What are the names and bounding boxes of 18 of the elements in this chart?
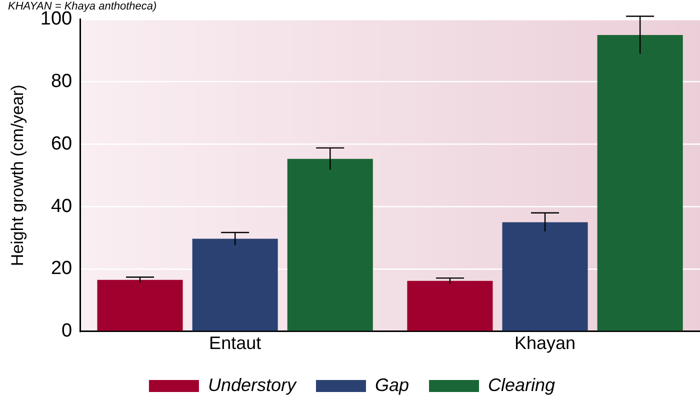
x-tick-label: Entaut xyxy=(209,333,262,354)
bar xyxy=(97,280,183,331)
y-tick-label: 60 xyxy=(50,133,72,154)
bar xyxy=(192,238,278,331)
legend-label: Understory xyxy=(208,375,297,395)
bar xyxy=(597,35,683,331)
y-axis-title: Height growth (cm/year) xyxy=(8,84,27,266)
legend-label: Clearing xyxy=(488,375,556,395)
bar xyxy=(287,158,373,331)
bar xyxy=(407,280,493,331)
y-tick-label: 100 xyxy=(40,8,72,30)
bar xyxy=(502,222,588,331)
x-tick-label: Khayan xyxy=(514,333,576,354)
legend-label: Gap xyxy=(374,375,410,395)
y-tick-label: 80 xyxy=(50,71,72,92)
y-tick-label: 20 xyxy=(50,258,72,280)
y-tick-label: 0 xyxy=(62,320,72,342)
y-tick-label: 40 xyxy=(50,196,72,217)
